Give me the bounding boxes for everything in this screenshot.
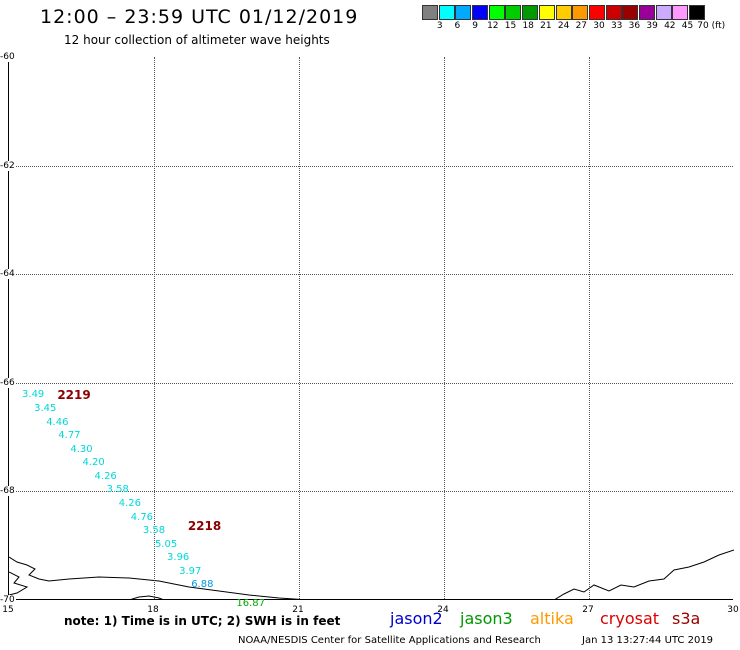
- legend-label: 18: [522, 21, 534, 31]
- latitude-label: -62: [0, 160, 16, 171]
- wave-height-measurement: 5.05: [154, 538, 178, 550]
- antarctic-coastline-west: [9, 556, 310, 600]
- legend-label: 30: [593, 21, 605, 31]
- latitude-label: -64: [0, 269, 16, 280]
- latitude-label: -60: [0, 52, 16, 62]
- satellite-name-jason3: jason3: [460, 609, 513, 628]
- legend-swatch-8: [555, 5, 572, 20]
- longitude-label: 18: [147, 605, 159, 615]
- legend-swatch-3: [472, 5, 489, 20]
- wave-height-measurement: 3.97: [179, 565, 202, 577]
- wave-height-measurement: 4.76: [130, 511, 154, 523]
- wave-height-measurement: 4.26: [94, 470, 117, 482]
- color-scale-legend: 3 6 9 12 15 18 21 24 27 30 33 36 39 42 45 70 (ft): [422, 5, 740, 32]
- latitude-label: -68: [0, 486, 16, 497]
- latitude-gridline: [9, 382, 733, 384]
- latitude-label: -70: [0, 595, 16, 605]
- satellite-name-cryosat: cryosat: [600, 609, 660, 628]
- legend-label: 21: [540, 21, 552, 31]
- wave-height-measurement: 3.58: [142, 525, 166, 537]
- map-plot-area: 3.49 3.45 4.46 4.77 4.30 4.20 4.26 3.58 4.26 4.76…: [8, 57, 734, 609]
- legend-label: 36: [628, 21, 641, 31]
- map-subtitle: 12 hour collection of altimeter wave hei…: [64, 33, 330, 47]
- legend-label: 45: [681, 21, 694, 31]
- latitude-gridline: [9, 274, 733, 276]
- satellite-name-altika: altika: [530, 609, 574, 628]
- longitude-gridline: [154, 57, 155, 599]
- legend-label: 6: [454, 21, 461, 31]
- wave-height-measurement: 3.45: [34, 402, 57, 414]
- wave-height-measurement: 3.96: [167, 552, 190, 564]
- wave-height-measurement: 3.49: [22, 389, 45, 401]
- wave-height-measurement: 4.77: [58, 430, 81, 442]
- legend-swatch-1: [438, 5, 455, 20]
- wave-height-measurement: 16.87: [236, 598, 265, 610]
- longitude-label: 27: [582, 605, 594, 615]
- legend-swatch-9: [572, 5, 589, 20]
- legend-label: 24: [557, 21, 570, 31]
- legend-swatch-7: [538, 5, 555, 20]
- legend-swatch-16: [689, 5, 705, 20]
- wave-height-measurement: 4.26: [118, 497, 141, 509]
- longitude-label: 30: [727, 605, 739, 615]
- legend-swatch-0: [422, 5, 438, 20]
- legend-label: 70 (ft): [697, 21, 726, 31]
- legend-swatch-10: [588, 5, 605, 20]
- legend-swatch-6: [522, 5, 539, 20]
- units-note: note: 1) Time is in UTC; 2) SWH is in fe…: [64, 614, 341, 628]
- color-scale-labels: 3 6 9 12 15 18 21 24 27 30 33 36 39 42 45 70 (ft): [422, 20, 740, 32]
- legend-label: 39: [646, 21, 658, 31]
- satellite-name-s3a: s3a: [672, 609, 701, 628]
- legend-label: 42: [664, 21, 676, 31]
- legend-swatch-14: [655, 5, 672, 20]
- map-title: 12:00 – 23:59 UTC 01/12/2019: [40, 6, 359, 28]
- pass-number-label: 2218: [187, 518, 222, 533]
- coastline: [9, 549, 734, 600]
- footer-timestamp: Jan 13 13:27:44 UTC 2019: [582, 635, 714, 646]
- wave-height-measurement: 4.30: [70, 443, 93, 455]
- longitude-label: 21: [292, 605, 304, 615]
- longitude-label: 24: [437, 605, 449, 615]
- legend-label: 33: [610, 21, 623, 31]
- legend-swatch-11: [605, 5, 622, 20]
- latitude-gridline: [9, 165, 733, 167]
- legend-swatch-5: [505, 5, 522, 20]
- satellite-name-jason2: jason2: [390, 609, 443, 628]
- latitude-label: -66: [0, 377, 16, 388]
- legend-label: 9: [472, 21, 478, 31]
- legend-swatch-15: [672, 5, 689, 20]
- latitude-gridline: [9, 491, 733, 493]
- wave-height-measurement: 4.46: [46, 416, 69, 428]
- legend-swatch-2: [455, 5, 472, 20]
- footer-credit: NOAA/NESDIS Center for Satellite Applica…: [238, 635, 541, 646]
- legend-swatch-4: [488, 5, 505, 20]
- color-swatches: [422, 5, 740, 20]
- legend-swatch-12: [622, 5, 639, 20]
- legend-label: 27: [575, 21, 588, 31]
- antarctic-coastline-fringe: [9, 571, 29, 596]
- longitude-gridline: [444, 57, 445, 599]
- legend-label: 3: [436, 21, 443, 31]
- antarctic-coastline-east: [553, 549, 734, 600]
- antarctic-coastline-islet: [128, 595, 165, 600]
- longitude-label: 15: [2, 605, 14, 615]
- wave-height-measurement: 4.20: [82, 457, 105, 469]
- longitude-gridline: [589, 57, 590, 599]
- longitude-gridline: [299, 57, 300, 599]
- legend-swatch-13: [638, 5, 655, 20]
- wave-height-measurement: 6.88: [191, 579, 214, 591]
- pass-number-label: 2219: [57, 388, 91, 403]
- wave-height-measurement: 3.58: [106, 484, 129, 496]
- legend-label: 12: [487, 21, 499, 31]
- legend-label: 15: [504, 21, 517, 31]
